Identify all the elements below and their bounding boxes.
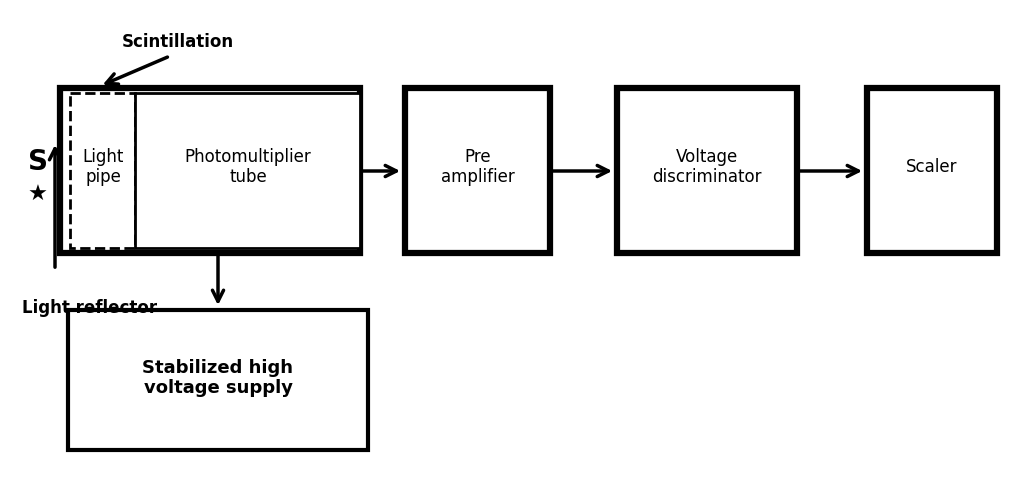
- Text: Light reflector: Light reflector: [22, 299, 157, 317]
- Bar: [867, 88, 997, 253]
- Text: ★: ★: [28, 185, 48, 205]
- Text: Scintillation: Scintillation: [122, 33, 234, 51]
- Text: Light
pipe: Light pipe: [82, 147, 124, 186]
- Text: S: S: [28, 148, 48, 176]
- Bar: [68, 310, 368, 450]
- Bar: [617, 88, 797, 253]
- Bar: [135, 93, 360, 248]
- Bar: [406, 88, 550, 253]
- Text: Photomultiplier
tube: Photomultiplier tube: [184, 147, 311, 186]
- Text: Scaler: Scaler: [906, 158, 957, 176]
- Text: Voltage
discriminator: Voltage discriminator: [652, 147, 762, 186]
- Text: Pre
amplifier: Pre amplifier: [441, 147, 515, 186]
- Text: Stabilized high
voltage supply: Stabilized high voltage supply: [142, 358, 294, 397]
- Bar: [60, 88, 360, 253]
- Bar: [70, 93, 135, 248]
